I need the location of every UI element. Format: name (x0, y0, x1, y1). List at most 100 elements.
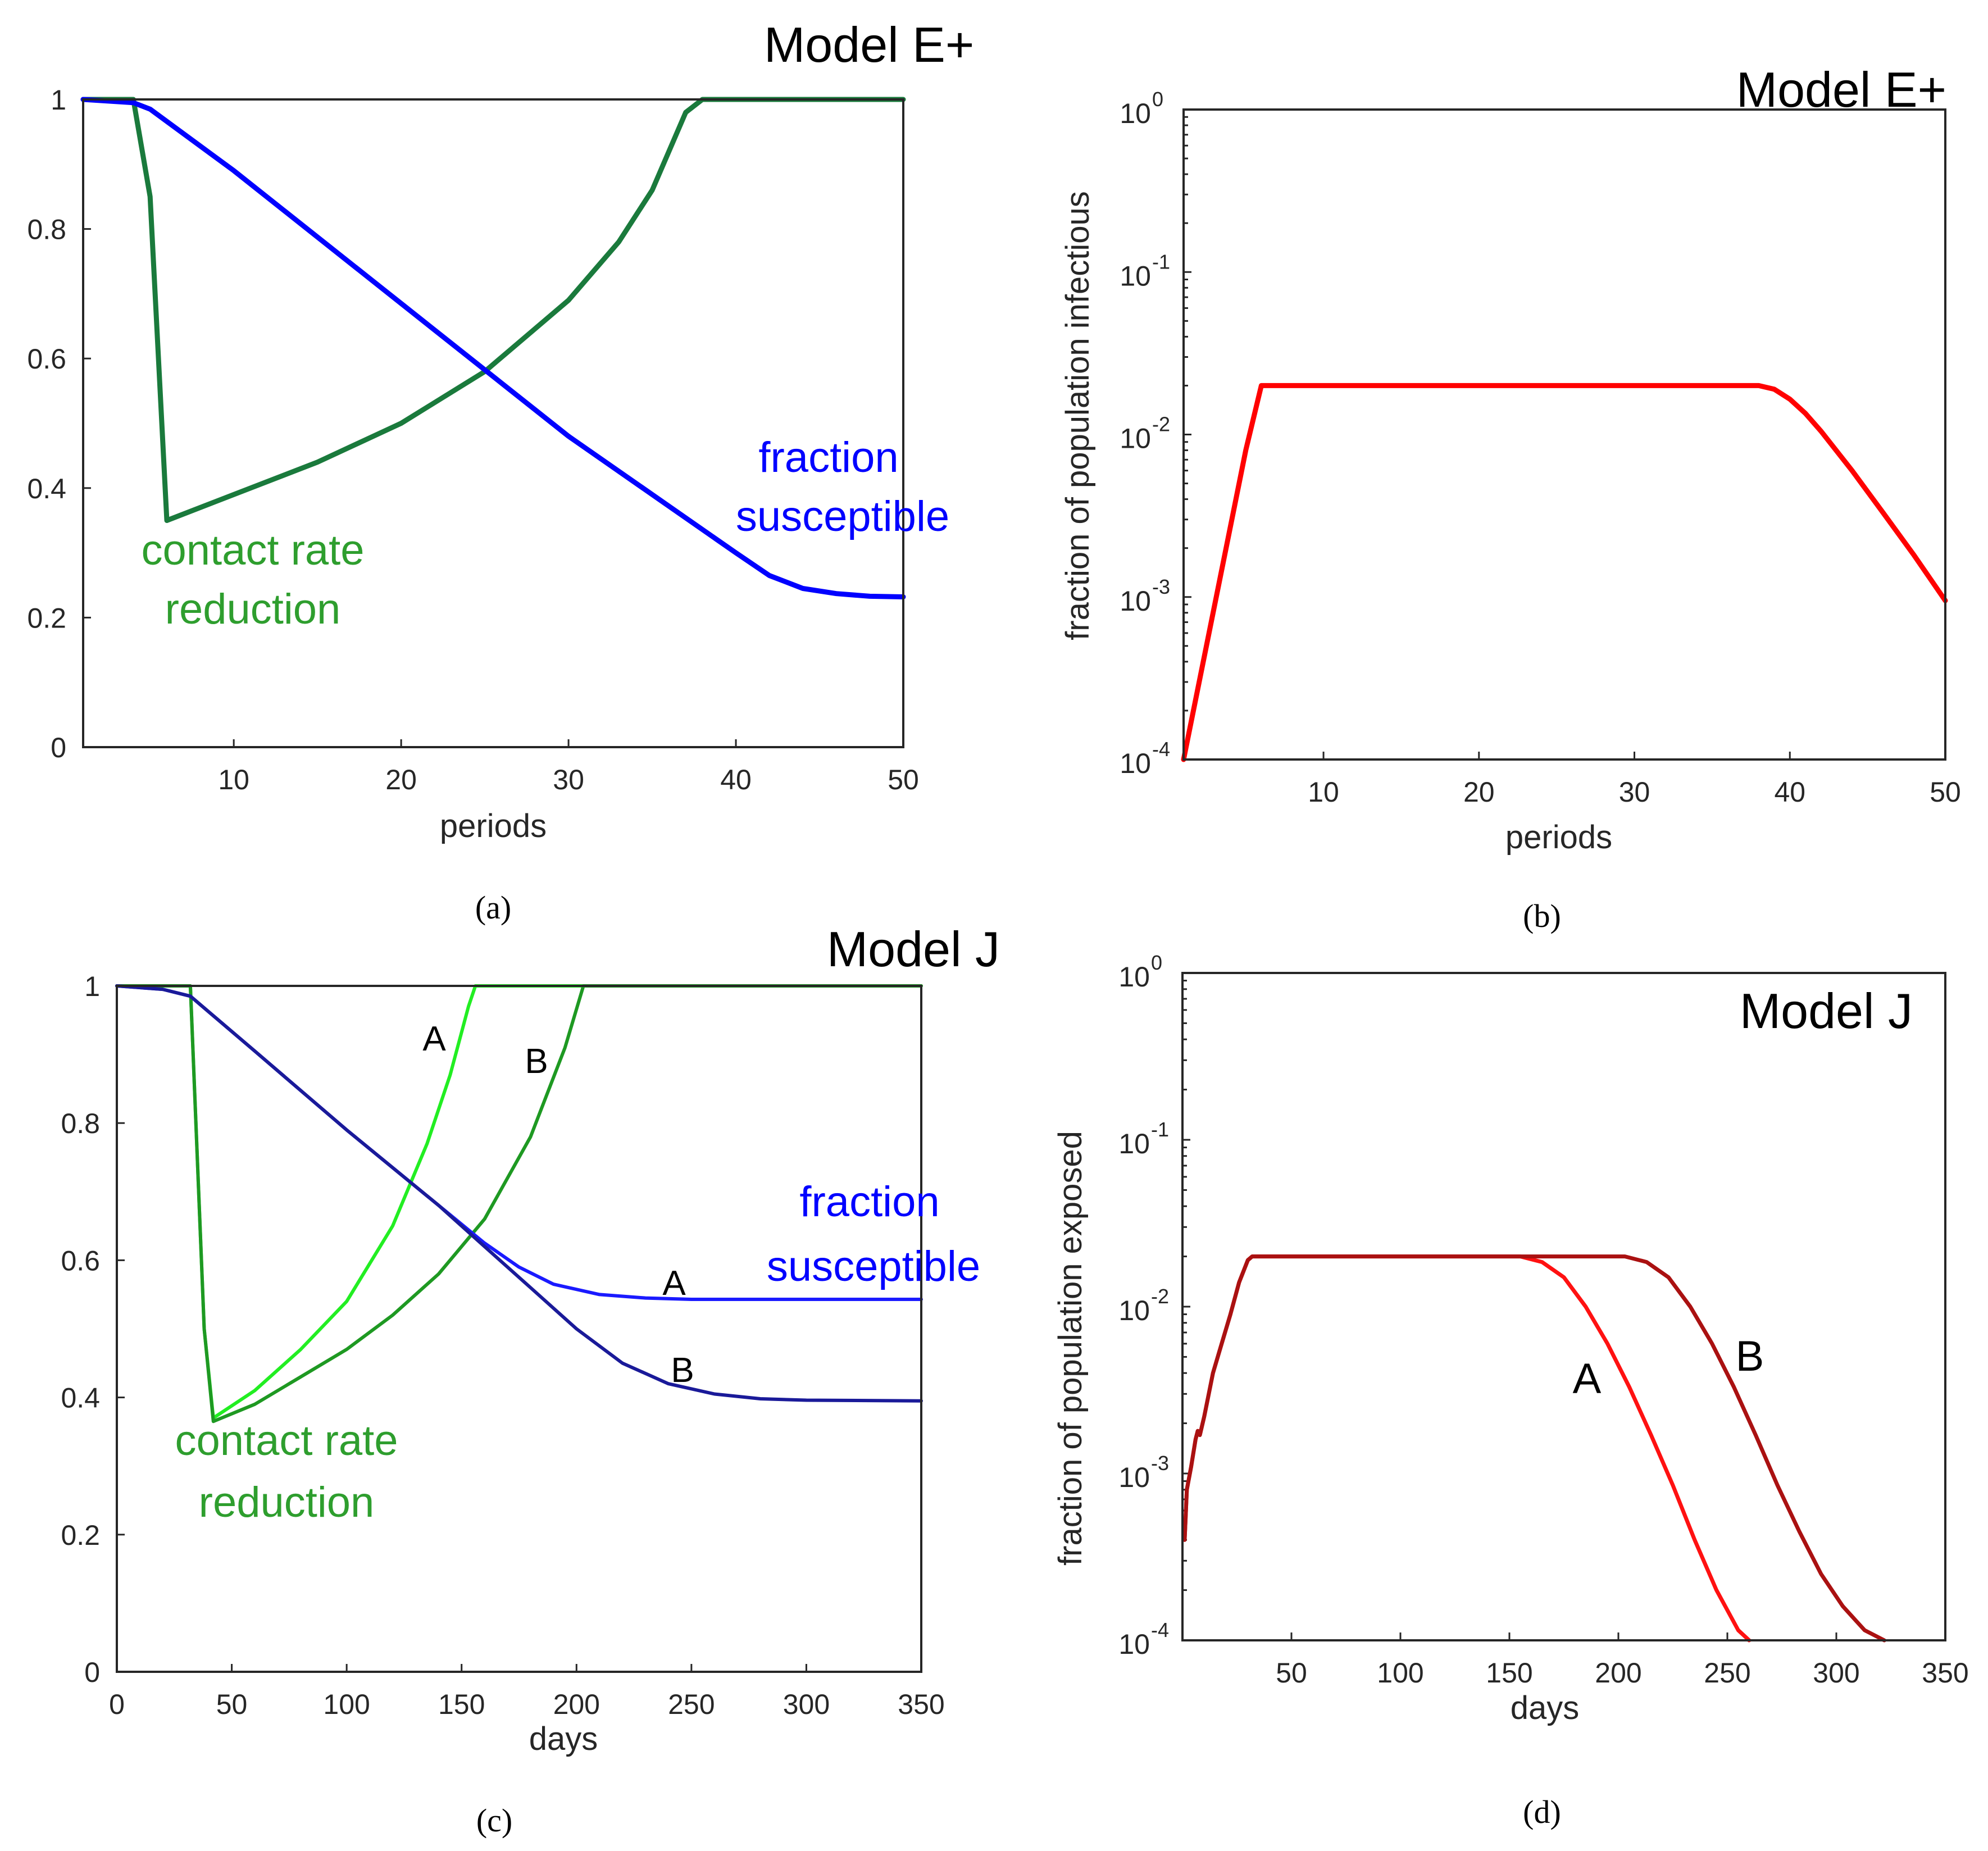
y-tick-label: 10 (1118, 1128, 1150, 1159)
x-tick-label: 40 (1774, 776, 1805, 808)
y-tick-label: 0.8 (61, 1108, 100, 1139)
panel-c: 0 50 100 150 200 250 300 350 0 0.2 0.4 0.6 0.8 1 Mode… (61, 921, 1000, 1839)
panel-c-series (115, 984, 923, 1424)
panel-b-caption: (b) (1523, 898, 1561, 934)
panel-a-title: Model E+ (764, 17, 974, 72)
panel-c-annotation-contact-line2: reduction (199, 1479, 375, 1526)
panel-c-label-a-green: A (422, 1020, 446, 1058)
y-tick-label: 10 (1120, 423, 1151, 454)
panel-b-title: Model E+ (1736, 62, 1946, 117)
y-tick-label: 0 (51, 732, 66, 763)
x-tick-label: 300 (1813, 1657, 1859, 1689)
panel-c-label-b-blue: B (671, 1351, 694, 1390)
series-line-infectious (1181, 383, 1948, 762)
y-tick-exponent: -3 (1151, 1452, 1169, 1475)
series-line-b (1182, 1254, 1886, 1643)
y-tick-label: 10 (1118, 961, 1150, 993)
x-tick-label: 250 (668, 1689, 715, 1720)
x-tick-label: 30 (1619, 776, 1650, 808)
x-tick-label: 350 (898, 1689, 944, 1720)
panel-d-label-a: A (1573, 1355, 1602, 1403)
x-tick-label: 50 (216, 1689, 248, 1720)
y-tick-exponent: 0 (1152, 88, 1163, 111)
panel-b-axes-box (1182, 108, 1946, 761)
x-tick-label: 50 (1930, 776, 1961, 808)
panel-a-annotation-contact-line2: reduction (165, 585, 341, 633)
panel-c-caption: (c) (476, 1802, 512, 1839)
x-tick-label: 100 (323, 1689, 370, 1720)
x-tick-label: 100 (1377, 1657, 1423, 1689)
panel-b-ylabel: fraction of population infectious (1059, 191, 1096, 640)
x-tick-label: 10 (218, 764, 249, 795)
x-tick-label: 10 (1308, 776, 1339, 808)
y-tick-label: 10 (1120, 260, 1151, 292)
y-tick-label: 0.8 (27, 214, 66, 245)
panel-c-label-b-green: B (525, 1042, 548, 1081)
x-tick-label: 30 (553, 764, 584, 795)
panel-a: 10 20 30 40 50 0 0.2 0.4 0.6 0.8 1 Model E+ period… (27, 17, 974, 926)
y-tick-label: 0.2 (27, 602, 66, 634)
y-tick-label: 10 (1118, 1462, 1150, 1493)
panel-c-label-a-blue: A (662, 1264, 686, 1303)
panel-a-ticks: 10 20 30 40 50 0 0.2 0.4 0.6 0.8 1 (27, 84, 918, 795)
y-tick-label: 0.4 (27, 473, 66, 504)
y-tick-label: 1 (84, 971, 100, 1002)
y-tick-exponent: -2 (1152, 413, 1170, 436)
y-tick-exponent: -4 (1152, 738, 1170, 761)
panel-d-xlabel: days (1511, 1690, 1580, 1726)
panel-a-axes-box (82, 98, 904, 748)
x-tick-label: 350 (1922, 1657, 1968, 1689)
x-tick-label: 40 (720, 764, 752, 795)
panel-c-axes-box (116, 985, 922, 1673)
panel-a-annotation-susceptible-line2: susceptible (736, 493, 949, 540)
panel-b-series (1181, 383, 1948, 762)
series-line-a (1182, 1254, 1752, 1643)
panel-a-annotation-contact-line1: contact rate (141, 526, 364, 574)
panel-d-series (1182, 1254, 1886, 1643)
y-tick-label: 10 (1118, 1295, 1150, 1326)
panel-d-axes-box (1181, 972, 1946, 1641)
panel-c-title: Model J (827, 921, 1000, 977)
y-tick-exponent: -1 (1152, 250, 1170, 273)
y-tick-label: 0.4 (61, 1382, 100, 1414)
panel-a-annotation-susceptible-line1: fraction (758, 434, 898, 481)
y-tick-exponent: 0 (1151, 951, 1162, 974)
x-tick-label: 20 (1463, 776, 1495, 808)
panel-c-annotation-susceptible-line2: susceptible (767, 1243, 980, 1290)
panel-a-series (80, 97, 906, 599)
y-tick-label: 10 (1120, 748, 1151, 779)
panel-c-xlabel: days (529, 1721, 598, 1757)
series-line-contact-rate-reduction-b (115, 984, 923, 1424)
y-tick-label: 10 (1120, 585, 1151, 617)
y-tick-label: 10 (1120, 98, 1151, 129)
y-tick-label: 10 (1118, 1629, 1150, 1660)
panel-d-caption: (d) (1523, 1794, 1561, 1830)
y-tick-label: 0.6 (61, 1245, 100, 1276)
panel-d-ylabel: fraction of population exposed (1052, 1131, 1089, 1566)
y-tick-label: 1 (51, 84, 66, 116)
x-tick-label: 50 (888, 764, 919, 795)
x-tick-label: 0 (109, 1689, 125, 1720)
x-tick-label: 150 (438, 1689, 485, 1720)
x-tick-label: 20 (385, 764, 417, 795)
y-tick-label: 0.6 (27, 343, 66, 375)
panel-d-title: Model J (1740, 983, 1913, 1039)
y-tick-exponent: -3 (1152, 575, 1170, 598)
y-tick-exponent: -1 (1151, 1118, 1169, 1141)
x-tick-label: 150 (1486, 1657, 1532, 1689)
y-tick-exponent: -4 (1151, 1618, 1169, 1641)
x-tick-label: 200 (1595, 1657, 1641, 1689)
y-tick-label: 0 (84, 1657, 100, 1688)
panel-a-caption: (a) (475, 889, 511, 926)
series-line-contact-rate-reduction (80, 97, 906, 523)
y-tick-label: 0.2 (61, 1520, 100, 1551)
series-line-fraction-susceptible-b (115, 984, 923, 1403)
panel-c-annotation-contact-line1: contact rate (175, 1417, 398, 1465)
x-tick-label: 300 (783, 1689, 830, 1720)
panel-c-annotation-susceptible-line1: fraction (799, 1178, 939, 1226)
panel-a-xlabel: periods (440, 808, 547, 844)
